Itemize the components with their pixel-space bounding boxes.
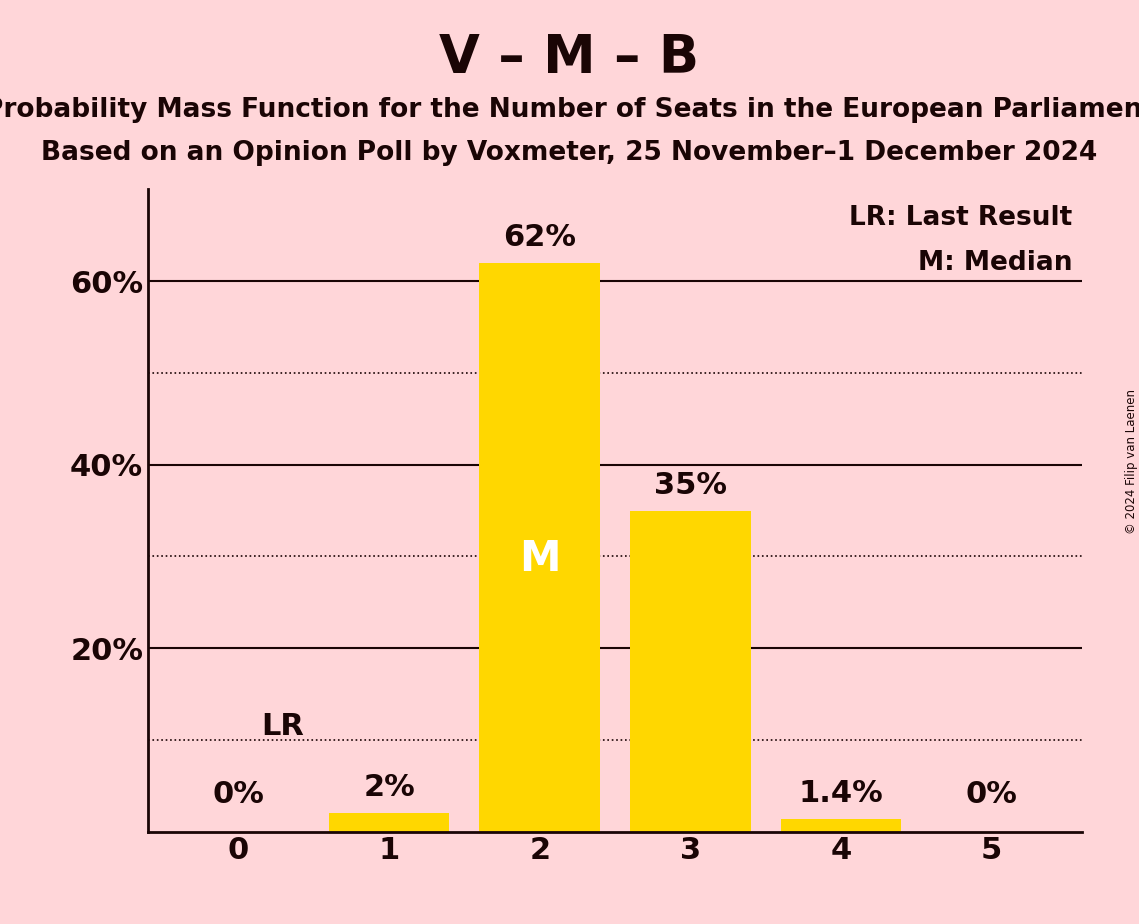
Text: 2%: 2%: [363, 773, 415, 802]
Text: Probability Mass Function for the Number of Seats in the European Parliament: Probability Mass Function for the Number…: [0, 97, 1139, 123]
Text: LR: LR: [261, 711, 304, 741]
Bar: [480, 262, 600, 832]
Text: M: Median: M: Median: [918, 250, 1073, 276]
Text: Based on an Opinion Poll by Voxmeter, 25 November–1 December 2024: Based on an Opinion Poll by Voxmeter, 25…: [41, 140, 1098, 166]
Text: 1.4%: 1.4%: [798, 779, 884, 808]
Text: M: M: [519, 538, 560, 579]
Bar: [630, 510, 751, 832]
Text: 35%: 35%: [654, 470, 727, 500]
Bar: [329, 813, 450, 832]
Text: LR: Last Result: LR: Last Result: [850, 205, 1073, 232]
Text: © 2024 Filip van Laenen: © 2024 Filip van Laenen: [1124, 390, 1138, 534]
Text: 0%: 0%: [966, 780, 1017, 808]
Bar: [780, 819, 901, 832]
Text: V – M – B: V – M – B: [440, 32, 699, 84]
Text: 62%: 62%: [503, 223, 576, 252]
Text: 0%: 0%: [213, 780, 264, 808]
